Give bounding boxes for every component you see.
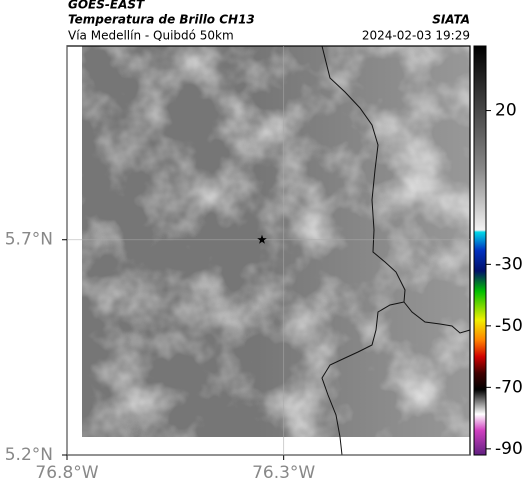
- station-marker: [257, 234, 267, 244]
- product-title: Temperatura de Brillo CH13: [68, 13, 255, 27]
- colorbar: [473, 45, 487, 456]
- colorbar-tick-label: -70: [495, 377, 523, 397]
- satellite-title: GOES-EAST: [68, 0, 145, 12]
- colorbar-tick-label: -90: [495, 439, 523, 459]
- border-line: [321, 45, 471, 334]
- satellite-image: [82, 46, 470, 437]
- image-shade: [82, 46, 470, 437]
- timestamp: 2024-02-03 19:29: [362, 29, 470, 43]
- source-label: SIATA: [432, 13, 470, 27]
- borders: [321, 45, 471, 456]
- y-tick-label: 5.7°N: [5, 230, 53, 250]
- y-tick-label: 5.2°N: [5, 445, 53, 465]
- x-tick-label: 76.8°W: [35, 463, 98, 483]
- x-tick-label: 76.3°W: [252, 463, 315, 483]
- colorbar-tick-label: 20: [495, 101, 517, 121]
- region-label: Vía Medellín - Quibdó 50km: [68, 29, 234, 43]
- border-line: [321, 301, 405, 456]
- colorbar-tick-label: -30: [495, 254, 523, 274]
- colorbar-tick-label: -50: [495, 316, 523, 336]
